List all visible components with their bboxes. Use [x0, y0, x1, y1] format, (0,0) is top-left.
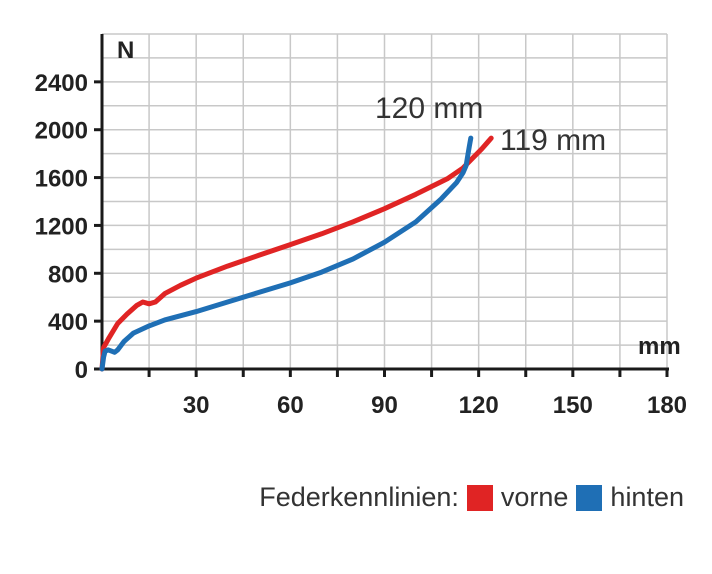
legend: Federkennlinien: vorne hinten [259, 482, 684, 513]
series-line-vorne [99, 135, 494, 372]
grid [102, 33, 668, 369]
y-tick-label: 1600 [35, 166, 88, 193]
series-group [99, 135, 494, 372]
y-tick-label: 800 [48, 261, 88, 288]
y-tick-label: 1200 [35, 213, 88, 240]
series-line-hinten [99, 135, 474, 372]
labels-group: 0 400 800 1200 1600 2000 2400 30 60 90 120 150 180 [35, 70, 687, 419]
legend-title: Federkennlinien: [259, 482, 459, 512]
x-tick-label: 120 [459, 392, 499, 419]
legend-label-hinten: hinten [610, 482, 684, 512]
x-tick-label: 180 [647, 392, 687, 419]
x-tick-label: 90 [371, 392, 398, 419]
x-tick-label: 60 [277, 392, 304, 419]
y-tick-label: 0 [75, 357, 88, 384]
x-axis-label: mm [638, 333, 681, 360]
x-tick-label: 150 [553, 392, 593, 419]
legend-swatch-vorne [466, 484, 493, 511]
y-tick-label: 2400 [35, 70, 88, 97]
y-tick-label: 400 [48, 309, 88, 336]
x-tick-label: 30 [183, 392, 210, 419]
legend-label-vorne: vorne [500, 482, 569, 512]
axes [94, 34, 669, 377]
annotation-hinten: 120 mm [375, 92, 483, 125]
y-tick-label: 2000 [35, 118, 88, 145]
y-axis-label: N [117, 37, 134, 64]
legend-swatch-hinten [576, 484, 603, 511]
annotation-vorne: 119 mm [500, 124, 606, 157]
